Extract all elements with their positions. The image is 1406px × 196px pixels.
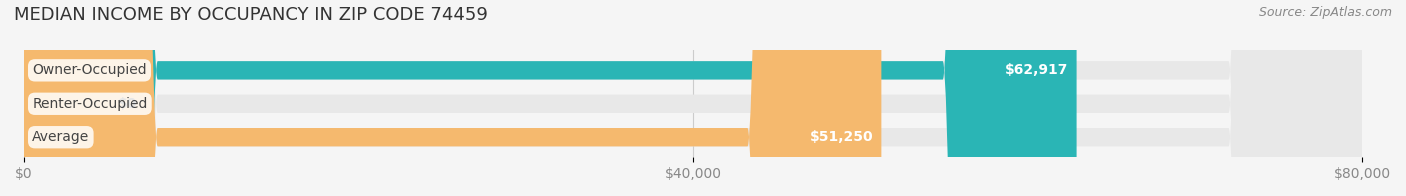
FancyBboxPatch shape [24,0,1362,196]
FancyBboxPatch shape [24,0,104,196]
Text: Owner-Occupied: Owner-Occupied [32,63,146,77]
Text: MEDIAN INCOME BY OCCUPANCY IN ZIP CODE 74459: MEDIAN INCOME BY OCCUPANCY IN ZIP CODE 7… [14,6,488,24]
Text: $0: $0 [118,97,136,111]
Text: Renter-Occupied: Renter-Occupied [32,97,148,111]
Text: $51,250: $51,250 [810,130,873,144]
Text: Source: ZipAtlas.com: Source: ZipAtlas.com [1258,6,1392,19]
FancyBboxPatch shape [24,0,1362,196]
FancyBboxPatch shape [24,0,882,196]
Text: Average: Average [32,130,90,144]
FancyBboxPatch shape [24,0,1077,196]
Text: $62,917: $62,917 [1005,63,1069,77]
FancyBboxPatch shape [24,0,1362,196]
